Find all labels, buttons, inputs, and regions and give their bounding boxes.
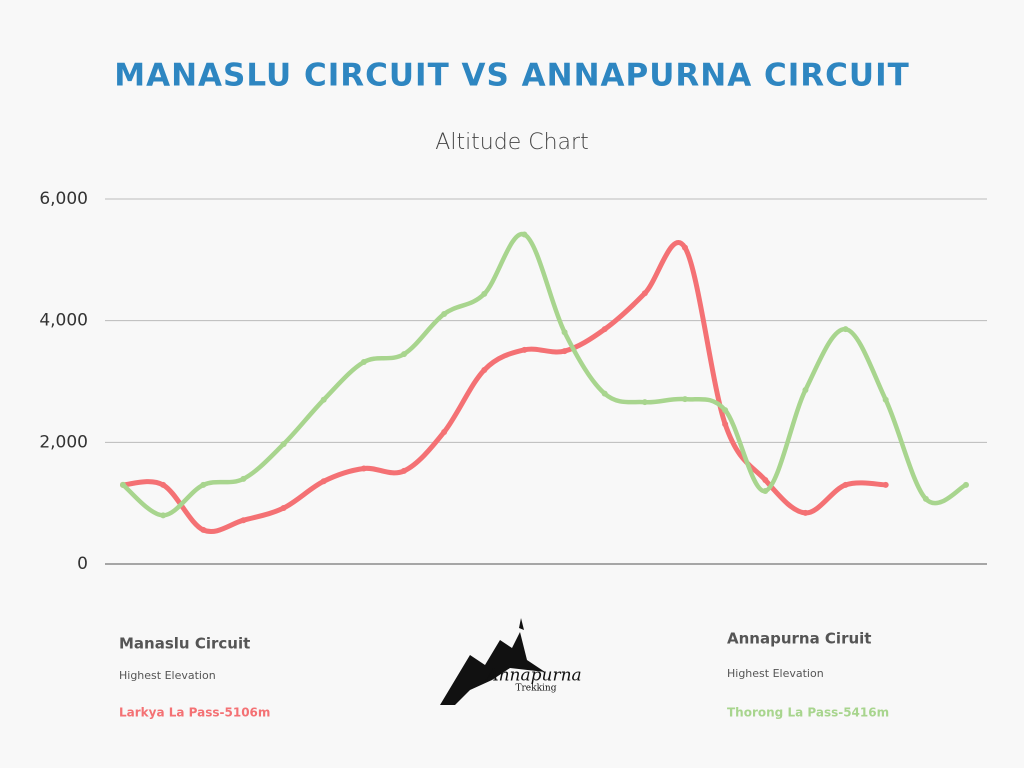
- lines: [120, 231, 969, 534]
- panel-subtitle: Highest Elevation: [119, 669, 216, 682]
- logo-figure: [519, 618, 524, 630]
- point: [160, 481, 167, 488]
- panel-highlight: Larkya La Pass-5106m: [119, 706, 270, 720]
- point: [320, 396, 327, 403]
- grid: 0 2,000 4,000 6,000: [39, 189, 987, 574]
- point: [360, 359, 367, 366]
- logo-mountain: [440, 632, 545, 705]
- point: [802, 387, 809, 394]
- point: [200, 481, 207, 488]
- logo: Annapurna Trekking: [440, 618, 582, 705]
- point: [200, 526, 207, 533]
- point: [240, 517, 247, 524]
- point: [601, 326, 608, 333]
- point: [561, 348, 568, 355]
- point: [320, 478, 327, 485]
- point: [842, 481, 849, 488]
- point: [561, 329, 568, 336]
- point: [882, 481, 889, 488]
- logo-tagline: Trekking: [516, 684, 557, 694]
- point: [240, 475, 247, 482]
- point: [401, 467, 407, 474]
- point: [481, 290, 488, 297]
- point: [641, 290, 648, 297]
- point: [521, 346, 528, 353]
- logo-name: Annapurna: [484, 666, 581, 686]
- point: [360, 465, 367, 472]
- point: [682, 396, 688, 403]
- y-tick-label: 6,000: [39, 189, 88, 209]
- point: [601, 390, 608, 397]
- point: [280, 505, 287, 512]
- point: [802, 509, 809, 516]
- point: [441, 310, 448, 317]
- point: [120, 481, 126, 488]
- series-name: Annapurna Ciruit: [727, 630, 871, 648]
- chart-title: MANASLU CIRCUIT VS ANNAPURNA CIRCUIT: [114, 58, 910, 94]
- point: [521, 231, 528, 238]
- panel-subtitle: Highest Elevation: [727, 667, 824, 680]
- point: [882, 396, 889, 403]
- point: [160, 512, 167, 519]
- point: [641, 399, 648, 406]
- point: [401, 351, 407, 358]
- point: [441, 428, 448, 435]
- y-tick-label: 4,000: [39, 311, 88, 331]
- panel-highlight: Thorong La Pass-5416m: [727, 706, 889, 720]
- point: [722, 407, 729, 414]
- point: [762, 488, 769, 494]
- point: [963, 481, 969, 488]
- point: [280, 441, 287, 448]
- series-name: Manaslu Circuit: [119, 635, 250, 653]
- chart-subtitle: Altitude Chart: [435, 130, 588, 155]
- point: [762, 477, 769, 484]
- y-tick-label: 2,000: [39, 432, 88, 452]
- point: [842, 326, 849, 333]
- point: [722, 421, 729, 428]
- point: [682, 244, 688, 251]
- y-tick-label: 0: [77, 554, 88, 574]
- point: [481, 366, 488, 373]
- point: [922, 495, 929, 502]
